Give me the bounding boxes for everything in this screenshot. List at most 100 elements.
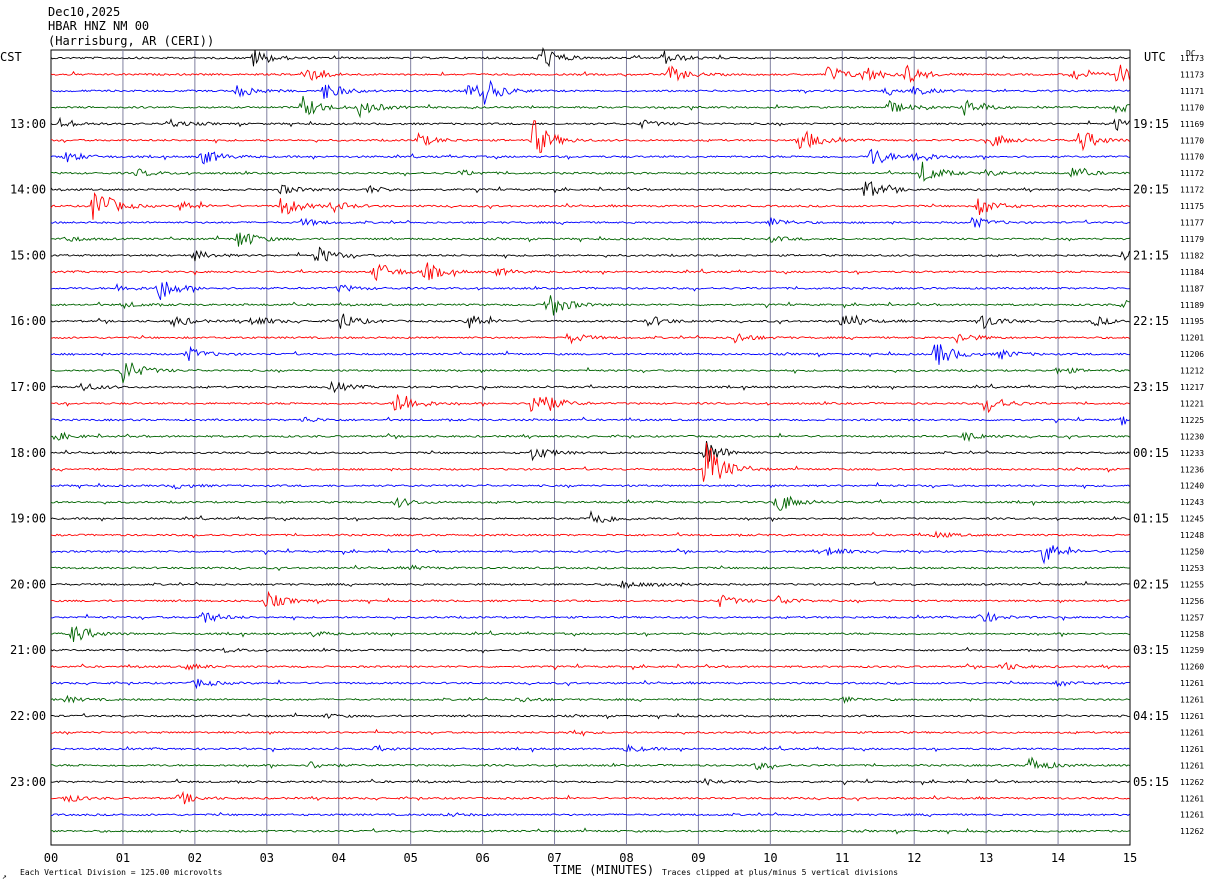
trace-line [50,295,1130,316]
dc-offset-label: 11262 [1180,778,1204,787]
left-time-label: 15:00 [10,248,46,262]
trace-line [50,590,1130,607]
dc-offset-label: 11175 [1180,202,1204,211]
dc-offset-label: 11230 [1180,432,1204,441]
plot-grid [50,49,1131,846]
right-time-label: 02:15 [1133,577,1169,591]
right-time-label: 03:15 [1133,643,1169,657]
x-tick-label: 01 [116,851,130,865]
right-time-label: 00:15 [1133,446,1169,460]
trace-line [50,116,1130,131]
left-time-label: 22:00 [10,709,46,723]
trace-line [51,79,1130,105]
trace-line [50,232,1130,247]
x-tick-label: 07 [547,851,561,865]
x-tick-label: 03 [260,851,274,865]
dc-offset-label: 11248 [1180,531,1204,540]
x-tick-label: 02 [188,851,202,865]
trace-line [50,95,1130,119]
dc-offset-label: 11233 [1180,449,1204,458]
trace-line [50,510,1130,524]
x-tick-labels: 00 01 02 03 04 05 06 07 08 09 10 11 12 13 14 15 [44,851,1137,865]
dc-offset-label: 11187 [1180,284,1204,293]
left-time-label: 14:00 [10,183,46,197]
trace-line [50,662,1130,671]
x-tick-label: 06 [475,851,489,865]
header-date: Dec10,2025 [48,5,120,19]
trace-line [50,580,1130,590]
trace-line [50,827,1130,835]
trace-line [50,481,1130,490]
trace-line [50,678,1130,690]
dc-header-label: DC [1186,49,1196,58]
x-tick-label: 12 [907,851,921,865]
trace-line [50,743,1130,753]
dc-offset-label: 11261 [1180,811,1204,820]
dc-offset-label: 11236 [1180,465,1204,474]
trace-line [50,344,1130,365]
dc-offset-label: 11245 [1180,515,1204,524]
trace-line [50,313,1130,330]
dc-offset-label: 11240 [1180,482,1204,491]
trace-line [50,646,1130,654]
trace-line [50,611,1130,623]
dc-offset-label: 11261 [1180,712,1204,721]
trace-line [50,545,1130,565]
left-time-label: 20:00 [10,577,46,591]
dc-offset-label: 11172 [1180,169,1204,178]
right-time-label: 01:15 [1133,512,1169,526]
dc-offset-label: 11173 [1180,70,1204,79]
left-time-labels: 13:00 14:00 15:00 16:00 17:00 18:00 19:00 20:00… [10,117,46,789]
right-time-labels: 19:15 20:15 21:15 22:15 23:15 00:15 01:15 02:15… [1133,117,1169,789]
left-time-label: 21:00 [10,643,46,657]
trace-line [51,712,1130,720]
dc-offset-label: 11250 [1180,548,1204,557]
trace-line [50,777,1130,786]
right-zone-label: UTC [1144,50,1166,64]
trace-line [50,441,1130,462]
dc-offset-label: 11206 [1180,350,1204,359]
clip-note: Traces clipped at plus/minus 5 vertical … [662,868,898,877]
trace-line [50,281,1130,300]
dc-offset-label: 11184 [1180,268,1204,277]
dc-offset-label: 11221 [1180,399,1204,408]
x-tick-label: 08 [619,851,633,865]
trace-line [50,161,1130,182]
left-time-label: 19:00 [10,512,46,526]
dc-offset-label: 11170 [1180,103,1204,112]
trace-line [50,380,1130,394]
x-tick-label: 05 [403,851,417,865]
left-time-label: 16:00 [10,314,46,328]
dc-offset-label: 11182 [1180,251,1204,260]
trace-line [50,564,1130,572]
trace-line [50,181,1130,196]
dc-offset-label: 11257 [1180,613,1204,622]
trace-line [50,394,1130,414]
right-time-label: 22:15 [1133,314,1169,328]
dc-offset-label: 11217 [1180,383,1204,392]
left-zone-label: CST [0,50,22,64]
right-time-label: 04:15 [1133,709,1169,723]
dc-offset-label: 11195 [1180,317,1204,326]
plot-frame [50,49,1131,846]
right-time-label: 21:15 [1133,248,1169,262]
trace-line [50,495,1130,512]
trace-lines [50,46,1130,835]
trace-line [50,120,1130,154]
dc-offset-label: 11179 [1180,235,1204,244]
corner-mark: ↗ [2,872,7,881]
right-time-label: 19:15 [1133,117,1169,131]
dc-offset-label: 11255 [1180,580,1204,589]
dc-offset-label: 11258 [1180,630,1204,639]
left-time-label: 23:00 [10,775,46,789]
dc-offset-label: 11172 [1180,186,1204,195]
dc-offset-label: 11260 [1180,663,1204,672]
trace-line [50,362,1130,384]
left-time-label: 18:00 [10,446,46,460]
dc-offset-label: 11261 [1180,745,1204,754]
left-time-label: 13:00 [10,117,46,131]
right-time-label: 05:15 [1133,775,1169,789]
trace-line [50,756,1130,771]
dc-offset-label: 11170 [1180,136,1204,145]
dc-offset-label: 11171 [1180,87,1204,96]
